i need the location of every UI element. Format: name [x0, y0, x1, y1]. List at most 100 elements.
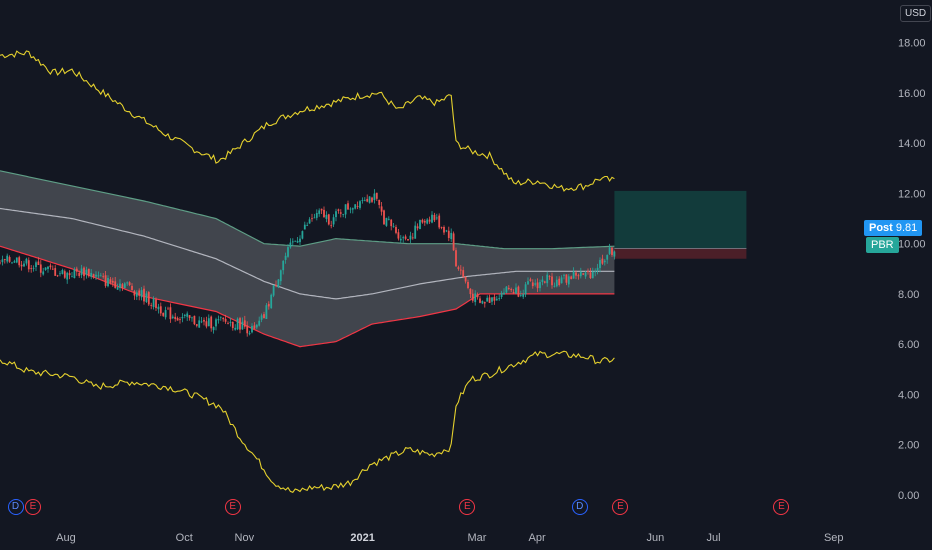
- candle-body: [6, 255, 9, 262]
- candle-body: [404, 236, 407, 239]
- earnings-event-icon[interactable]: E: [24, 499, 41, 515]
- candle-body: [606, 255, 609, 260]
- candle-body: [270, 294, 273, 309]
- bollinger-bands: [0, 170, 615, 348]
- candle-body: [493, 296, 496, 301]
- position-zones: [614, 190, 747, 259]
- y-tick-label: 6.00: [898, 339, 919, 351]
- target-zone: [614, 190, 747, 249]
- candle-body: [330, 225, 333, 227]
- candle-body: [450, 232, 453, 240]
- candle-body: [589, 272, 592, 278]
- symbol-tag: PBR: [866, 237, 899, 253]
- earnings-event-icon[interactable]: E: [459, 499, 476, 515]
- candle-body: [457, 267, 460, 269]
- candle-body: [435, 217, 438, 219]
- earnings-event-icon[interactable]: E: [224, 499, 241, 515]
- candle-body: [443, 226, 445, 233]
- candle-body: [486, 297, 489, 302]
- candle-body: [203, 319, 205, 322]
- candle-body: [318, 210, 321, 214]
- candle-body: [299, 238, 301, 243]
- candle-body: [335, 211, 337, 218]
- candle-body: [591, 271, 594, 279]
- candle-body: [440, 226, 443, 228]
- candle-body: [560, 277, 563, 284]
- dividend-event-icon[interactable]: D: [7, 499, 24, 515]
- price-tag-label: Post: [869, 222, 893, 234]
- candle-body: [411, 237, 414, 239]
- earnings-event-icon[interactable]: E: [612, 499, 629, 515]
- candle-body: [157, 306, 160, 310]
- candle-body: [447, 230, 450, 238]
- candle-body: [512, 291, 515, 294]
- candle-body: [1, 259, 4, 263]
- candle-body: [92, 274, 95, 278]
- x-tick-label: 2021: [350, 532, 374, 544]
- candle-body: [162, 312, 165, 316]
- candle-body: [301, 231, 304, 239]
- candle-body: [582, 273, 585, 275]
- candle-body: [402, 237, 405, 239]
- candle-body: [567, 276, 570, 285]
- candle-body: [217, 319, 220, 321]
- candle-body: [188, 315, 191, 318]
- candle-body: [140, 290, 143, 298]
- candle-body: [59, 273, 61, 275]
- candle-body: [255, 324, 258, 328]
- outer-upper-band: [0, 50, 615, 192]
- dividend-event-icon[interactable]: D: [571, 499, 588, 515]
- x-tick-label: Aug: [56, 532, 76, 544]
- candle-body: [397, 232, 400, 239]
- candle-body: [200, 321, 203, 323]
- candle-body: [546, 274, 549, 284]
- candle-body: [445, 230, 448, 232]
- candle-body: [279, 270, 282, 282]
- candle-body: [152, 298, 155, 307]
- candle-body: [277, 279, 280, 288]
- candle-body: [469, 288, 472, 295]
- candle-body: [371, 197, 373, 202]
- time-axis[interactable]: Aug Oct Nov 2021 Mar Apr Jun Jul Sep: [56, 532, 843, 544]
- candle-body: [375, 192, 378, 199]
- candle-body: [109, 279, 112, 283]
- candle-body: [349, 208, 352, 210]
- candle-body: [558, 278, 561, 286]
- candle-body: [479, 298, 481, 303]
- candle-body: [236, 318, 239, 330]
- candle-body: [570, 276, 573, 280]
- candle-body: [536, 282, 539, 289]
- candle-body: [176, 318, 179, 321]
- candle-body: [253, 325, 256, 329]
- candle-body: [54, 268, 57, 276]
- candle-body: [267, 303, 270, 307]
- candle-body: [143, 288, 145, 302]
- candle-body: [116, 287, 119, 290]
- candle-body: [97, 275, 100, 277]
- candle-body: [183, 314, 186, 316]
- candle-body: [258, 320, 261, 326]
- candle-body: [155, 299, 157, 309]
- candle-body: [224, 318, 227, 322]
- candle-body: [596, 267, 599, 271]
- candle-body: [119, 283, 121, 288]
- price-axis[interactable]: 0.00 2.00 4.00 6.00 8.00 10.00 12.00 14.00 16.00…: [898, 38, 926, 502]
- outer-bands: [0, 50, 615, 493]
- candle-body: [296, 240, 299, 243]
- y-tick-label: 10.00: [898, 239, 926, 251]
- candle-body: [323, 209, 325, 218]
- candle-body: [534, 283, 537, 285]
- candle-body: [455, 250, 457, 267]
- y-tick-label: 14.00: [898, 138, 926, 150]
- candle-body: [56, 275, 59, 277]
- earnings-event-icon[interactable]: E: [773, 499, 790, 515]
- candle-body: [361, 200, 364, 201]
- candle-body: [347, 203, 349, 210]
- candle-body: [15, 257, 18, 263]
- candle-body: [260, 315, 263, 320]
- candle-body: [541, 279, 544, 282]
- currency-label[interactable]: USD: [900, 5, 932, 22]
- candle-body: [219, 316, 222, 318]
- price-tag-value: 9.81: [895, 222, 918, 234]
